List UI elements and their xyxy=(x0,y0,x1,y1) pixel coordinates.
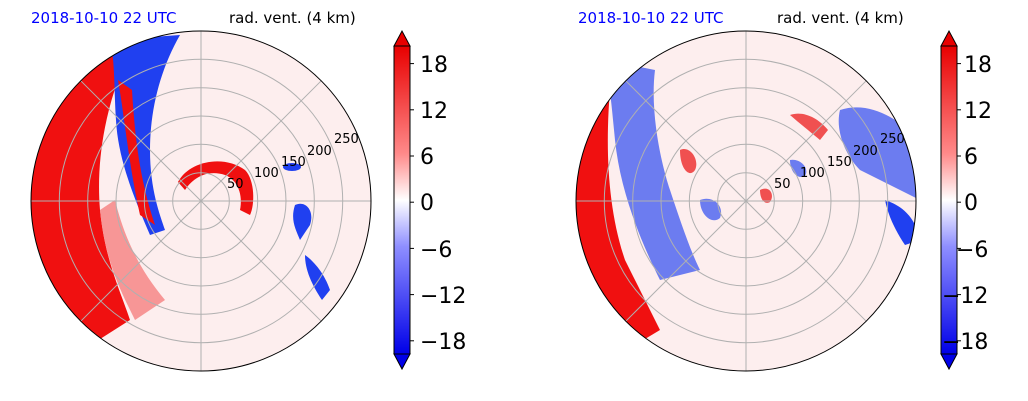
panel-right-polar-plot: 50 100 150 200 250 xyxy=(575,30,917,372)
panel-left-colorbar-bar xyxy=(393,45,411,355)
panel-right-colorbar-tick-6: 6 xyxy=(964,145,978,170)
panel-left-colorbar-extend-bottom xyxy=(393,353,411,371)
panel-left-radial-label-200: 200 xyxy=(307,144,332,159)
panel-right-radial-label-100: 100 xyxy=(800,166,825,181)
panel-right-colorbar-tick-minus12: −12 xyxy=(942,284,988,309)
panel-right-colorbar-tick-minus6: −6 xyxy=(956,238,988,263)
panel-left-radial-label-50: 50 xyxy=(227,177,244,192)
panel-left-polar-plot: 50 100 150 200 250 xyxy=(30,30,372,372)
panel-right-field-center-positive xyxy=(680,113,828,203)
panel-right-radial-label-200: 200 xyxy=(853,144,878,159)
panel-right-field-east-negative xyxy=(885,200,916,245)
panel-left: 2018-10-10 22 UTC rad. vent. (4 km) xyxy=(30,9,466,372)
panel-left-field-band-negative xyxy=(110,35,180,235)
panel-left-colorbar-tick-minus6: −6 xyxy=(420,238,452,263)
panel-left-colorbar-tick-minus18: −18 xyxy=(420,330,466,355)
panel-left-radial-label-150: 150 xyxy=(281,155,306,170)
panel-left-field-west-positive-fade xyxy=(100,200,165,320)
panel-right-colorbar-tick-minus18: −18 xyxy=(942,330,988,355)
panel-right-colorbar-extend-bottom xyxy=(940,353,958,371)
panel-right-grid xyxy=(576,31,916,371)
panel-right-colorbar-extend-top xyxy=(940,29,958,47)
panel-left-title-variable: rad. vent. (4 km) xyxy=(229,9,356,27)
panel-right-boundary xyxy=(575,30,917,372)
panel-right-title-variable: rad. vent. (4 km) xyxy=(777,9,904,27)
panel-left-colorbar: 18 12 6 0 −18 −12 −6 xyxy=(393,29,466,371)
panel-left-field-cell-east-1 xyxy=(283,163,301,171)
panel-right-radial-label-250: 250 xyxy=(880,132,905,147)
panel-right-colorbar-tick-0: 0 xyxy=(964,191,978,216)
panel-left-radial-label-250: 250 xyxy=(334,132,359,147)
panel-left-colorbar-tick-18: 18 xyxy=(420,53,448,78)
panel-left-colorbar-tick-6: 6 xyxy=(420,145,434,170)
panel-left-colorbar-extend-top xyxy=(393,29,411,47)
panel-left-boundary xyxy=(30,30,372,372)
panel-left-colorbar-tick-0: 0 xyxy=(420,191,434,216)
panel-left-title-time: 2018-10-10 22 UTC xyxy=(31,9,177,27)
panel-right-radial-label-150: 150 xyxy=(827,155,852,170)
panel-left-field-band-positive xyxy=(118,80,155,225)
panel-right-radial-label-50: 50 xyxy=(774,177,791,192)
panel-right-field-center-negative xyxy=(700,159,807,221)
panel-left-radial-label-100: 100 xyxy=(254,166,279,181)
panel-right-colorbar: 18 12 6 0 −18 −12 −6 xyxy=(940,29,992,371)
panel-left-grid xyxy=(31,31,371,371)
panel-left-colorbar-tick-minus12: −12 xyxy=(420,284,466,309)
panel-left-colorbar-tick-12: 12 xyxy=(420,99,448,124)
panel-right-field-west-negative xyxy=(605,60,700,280)
panel-right-colorbar-tick-12: 12 xyxy=(964,99,992,124)
panel-right-title-time: 2018-10-10 22 UTC xyxy=(578,9,724,27)
panel-left-field-arc-positive xyxy=(178,161,254,215)
panel-right-colorbar-tick-18: 18 xyxy=(964,53,992,78)
panel-right: 2018-10-10 22 UTC rad. vent. (4 km) xyxy=(575,9,992,372)
